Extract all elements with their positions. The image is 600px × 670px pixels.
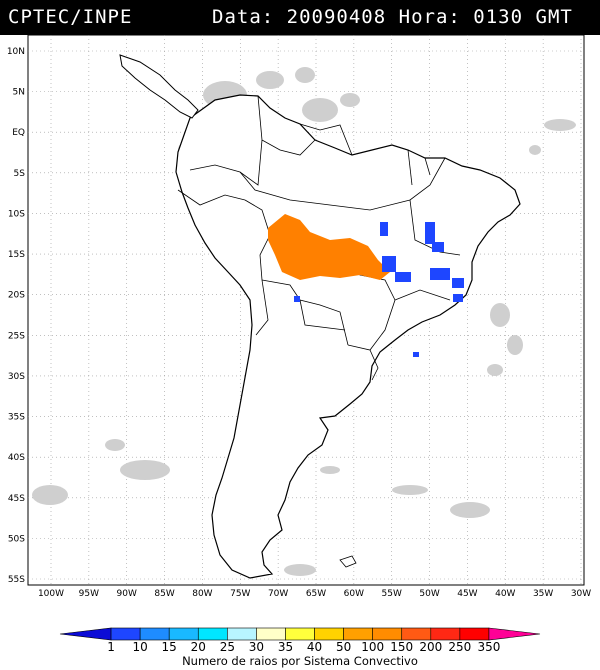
- legend-tick-label: 35: [278, 640, 293, 654]
- graticule: [28, 35, 584, 585]
- lat-tick-label: 50S: [8, 534, 25, 544]
- legend-swatch: [343, 627, 373, 641]
- lon-tick-label: 70W: [268, 589, 288, 599]
- legend-tick-label: 200: [419, 640, 442, 654]
- lightning-high: [268, 214, 390, 280]
- latitude-labels: 10N 5N EQ 5S 10S 15S 20S 25S 30S 35S 40S 45S 50S 55S: [7, 47, 25, 585]
- timezone: GMT: [535, 6, 573, 28]
- legend-tick-label: 20: [191, 640, 206, 654]
- lon-tick-label: 55W: [382, 589, 402, 599]
- falkland-islands: [339, 555, 357, 568]
- legend-tick-label: 40: [307, 640, 322, 654]
- lon-tick-label: 85W: [154, 589, 174, 599]
- legend-swatch: [372, 627, 403, 641]
- longitude-labels: 100W 95W 90W 85W 80W 75W 70W 65W 60W 55W 50W 45W 40W…: [38, 589, 591, 599]
- lat-tick-label: 10S: [8, 209, 25, 219]
- legend-tick-label: 30: [249, 640, 264, 654]
- legend-tick-label: 25: [220, 640, 235, 654]
- lat-tick-label: 5S: [14, 169, 26, 179]
- lon-tick-label: 80W: [192, 589, 212, 599]
- legend-title: Numero de raios por Sistema Convectivo: [182, 654, 418, 668]
- lon-tick-label: 75W: [230, 589, 250, 599]
- legend-tick-label: 350: [477, 640, 500, 654]
- central-america-outline: [119, 54, 199, 119]
- legend-swatch: [197, 627, 228, 641]
- lon-tick-label: 90W: [117, 589, 137, 599]
- map-header: CPTEC/INPE Data: 20090408 Hora: 0130 GMT: [0, 0, 600, 35]
- lat-tick-label: 35S: [8, 413, 25, 423]
- legend-tick-label: 15: [162, 640, 177, 654]
- legend-tick-label: 1: [107, 640, 115, 654]
- lat-tick-label: 30S: [8, 372, 25, 382]
- legend-swatch: [110, 627, 141, 641]
- source-label: CPTEC/INPE: [8, 6, 133, 28]
- lon-tick-label: 65W: [306, 589, 326, 599]
- legend-swatch: [59, 627, 112, 641]
- lon-tick-label: 35W: [533, 589, 553, 599]
- hour-value: 0130: [473, 6, 524, 28]
- legend-swatch: [168, 627, 199, 641]
- satellite-map: 10N5NEQ5S10S15S20S25S30S35S40S45S50S55S …: [7, 35, 591, 599]
- lat-tick-label: 5N: [13, 88, 25, 98]
- lon-tick-label: 50W: [419, 589, 439, 599]
- legend-swatch: [401, 627, 432, 641]
- lat-tick-label: EQ: [12, 128, 25, 138]
- legend-swatch: [139, 627, 170, 641]
- lat-tick-label: 45S: [8, 494, 25, 504]
- legend-swatch: [314, 627, 344, 641]
- lat-tick-label: 40S: [8, 453, 25, 463]
- lon-tick-label: 100W: [38, 589, 64, 599]
- legend-swatch: [227, 627, 257, 641]
- hour-label: Hora:: [398, 6, 461, 28]
- legend-tick-label: 10: [132, 640, 147, 654]
- date-value: 20090408: [286, 6, 387, 28]
- continent-outline: [175, 94, 521, 579]
- lightning-low: [294, 222, 464, 357]
- legend-colorbar: [59, 627, 541, 641]
- lon-tick-label: 60W: [344, 589, 364, 599]
- legend-tick-label: 250: [448, 640, 471, 654]
- lon-tick-label: 45W: [457, 589, 477, 599]
- lon-tick-label: 95W: [79, 589, 99, 599]
- lat-tick-label: 55S: [8, 575, 25, 585]
- legend-swatch: [459, 627, 490, 641]
- timestamp: Data: 20090408 Hora: 0130 GMT: [212, 6, 573, 28]
- lat-tick-label: 10N: [7, 47, 25, 57]
- legend-swatch: [285, 627, 315, 641]
- color-legend: 1 10 15 20 25 30 35 40 50 100 150 200 250 350 Numero …: [59, 627, 541, 668]
- date-label: Data:: [212, 6, 275, 28]
- legend-labels: 1 10 15 20 25 30 35 40 50 100 150 200 250 350: [107, 640, 500, 654]
- lat-tick-label: 15S: [8, 250, 25, 260]
- legend-swatch: [256, 627, 286, 641]
- legend-swatch: [430, 627, 461, 641]
- lat-tick-label: 20S: [8, 291, 25, 301]
- legend-swatch: [488, 627, 541, 641]
- legend-tick-label: 100: [361, 640, 384, 654]
- lat-tick-label: 25S: [8, 331, 25, 341]
- legend-tick-label: 150: [390, 640, 413, 654]
- legend-tick-label: 50: [336, 640, 351, 654]
- lon-tick-label: 40W: [495, 589, 515, 599]
- lon-tick-label: 30W: [571, 589, 591, 599]
